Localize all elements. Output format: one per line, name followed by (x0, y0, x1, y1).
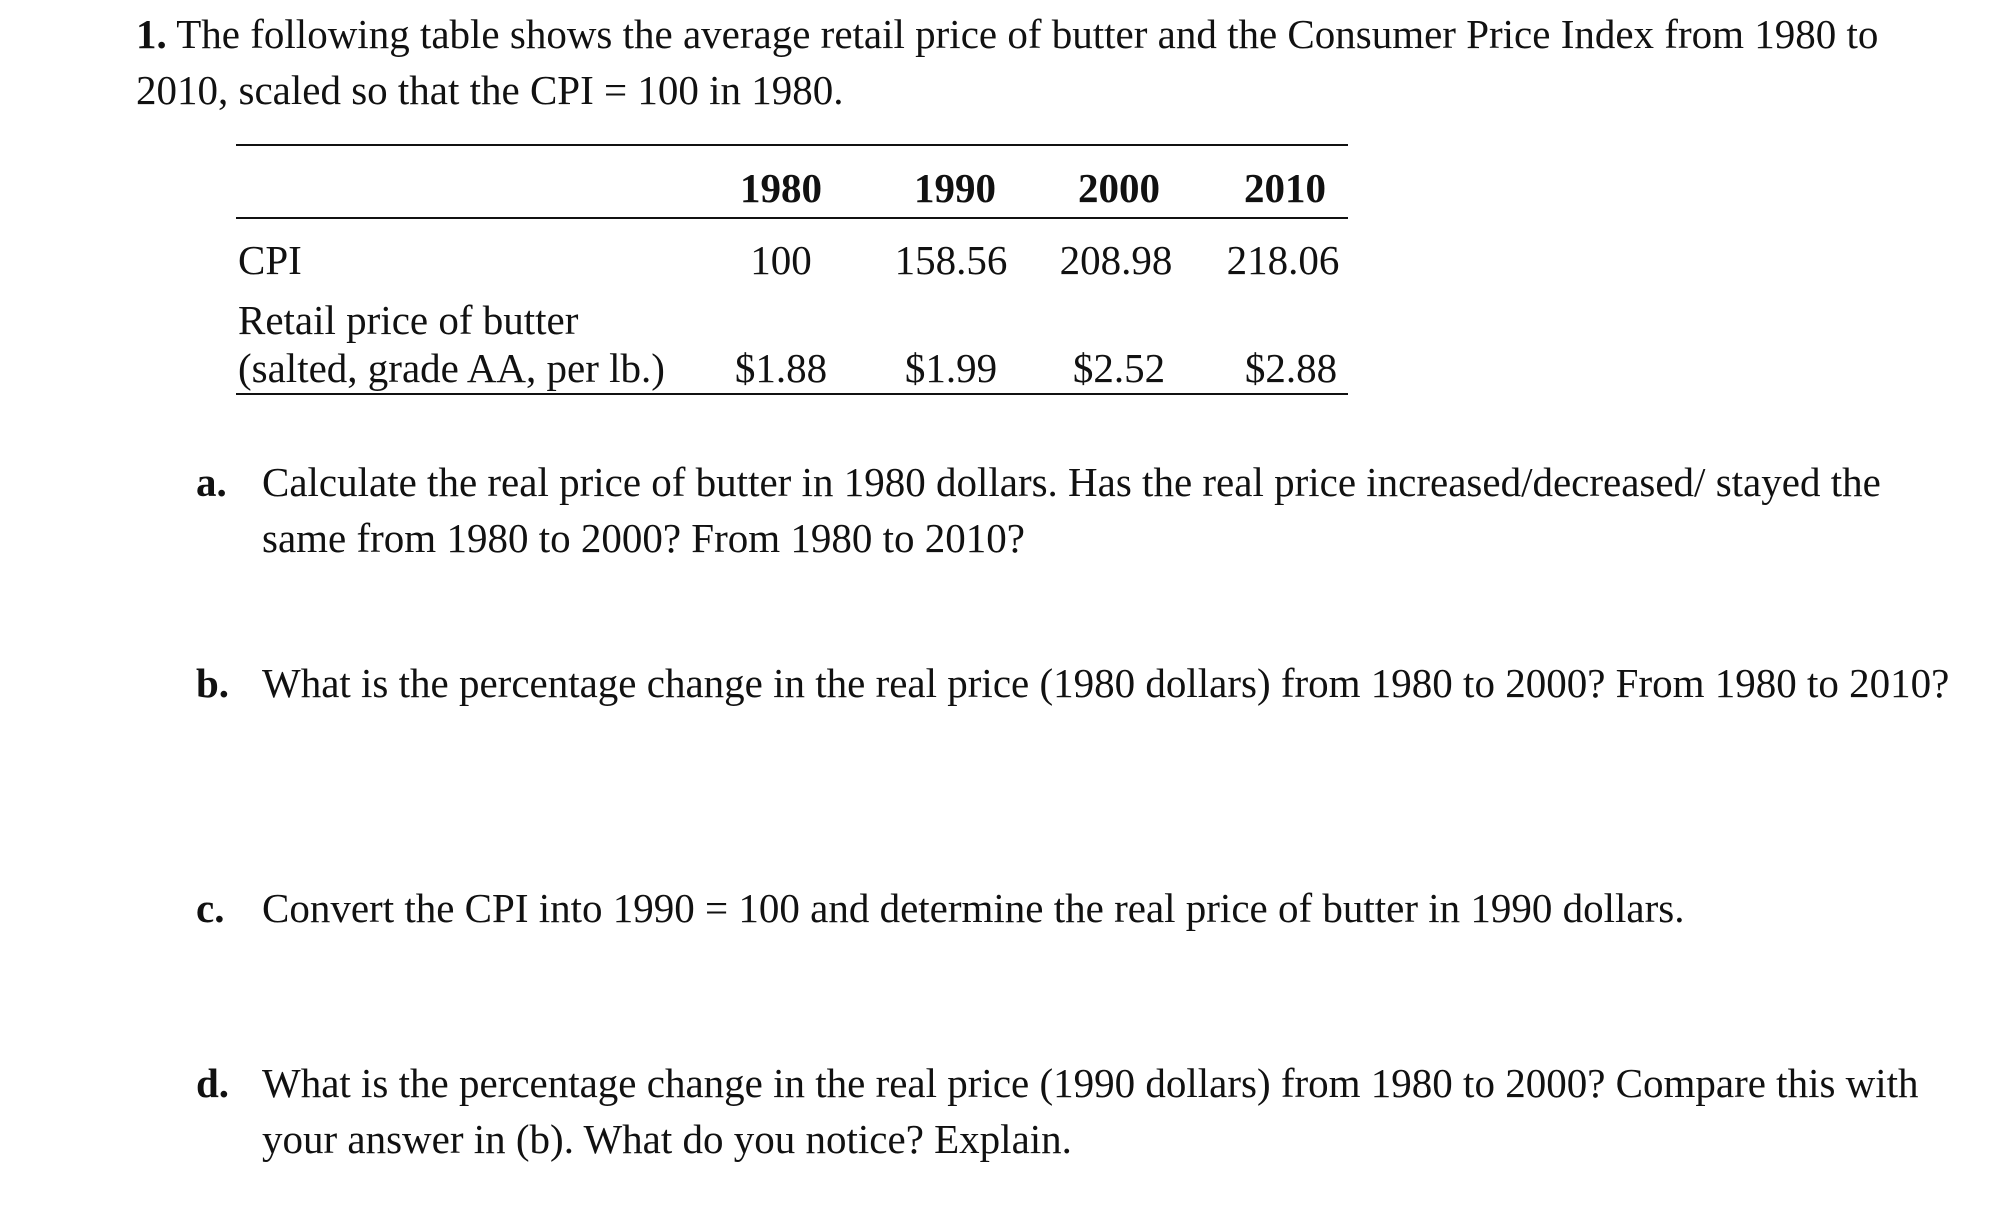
cpi-butter-table: 1980 1990 2000 2010 CPI 100 158.56 208.9… (236, 144, 1348, 396)
butter-price-1980: $1.88 (734, 345, 828, 391)
cpi-1980: 100 (750, 237, 812, 283)
cpi-1990: 158.56 (894, 237, 1008, 283)
row-label-cpi: CPI (238, 237, 302, 283)
butter-price-2000: $2.52 (1072, 345, 1166, 391)
table-top-rule (236, 144, 1348, 146)
question-intro-text: The following table shows the average re… (136, 11, 1879, 114)
part-c-text: Convert the CPI into 1990 = 100 and dete… (262, 885, 1685, 931)
part-a-letter: a. (196, 459, 227, 505)
question-intro: 1. The following table shows the average… (136, 6, 1916, 118)
question-number: 1. (136, 11, 167, 57)
part-d-letter: d. (196, 1060, 230, 1106)
part-b-letter: b. (196, 660, 230, 706)
butter-price-1990: $1.99 (904, 345, 998, 391)
butter-price-2010: $2.88 (1244, 345, 1338, 391)
header-year-2010: 2010 (1244, 165, 1326, 211)
table-header-rule (236, 217, 1348, 219)
header-year-1980: 1980 (740, 165, 822, 211)
part-d-text: What is the percentage change in the rea… (262, 1060, 1919, 1163)
cpi-2010: 218.06 (1226, 237, 1340, 283)
table-bottom-rule (236, 393, 1348, 395)
part-a-text: Calculate the real price of butter in 19… (262, 459, 1881, 562)
header-year-2000: 2000 (1078, 165, 1160, 211)
row-label-butter: Retail price of butter (238, 297, 579, 343)
part-b-text: What is the percentage change in the rea… (262, 660, 1950, 706)
part-c-letter: c. (196, 885, 225, 931)
cpi-2000: 208.98 (1059, 237, 1173, 283)
header-year-1990: 1990 (914, 165, 996, 211)
row-label-butter-detail: (salted, grade AA, per lb.) (238, 345, 665, 391)
